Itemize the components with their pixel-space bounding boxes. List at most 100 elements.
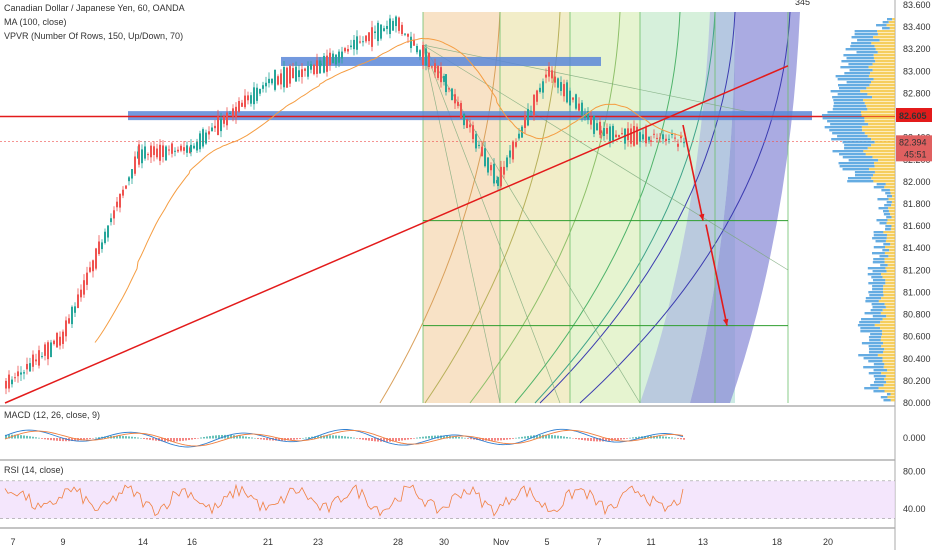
- candle-body: [380, 24, 382, 39]
- volume-bar-down: [861, 114, 895, 117]
- candle-body: [8, 374, 10, 389]
- macd-histogram-bar: [569, 437, 571, 439]
- volume-bar-up: [849, 69, 873, 72]
- volume-bar-down: [887, 219, 895, 222]
- candle-body: [119, 193, 121, 208]
- macd-histogram-bar: [95, 437, 97, 439]
- volume-bar-up: [842, 168, 870, 171]
- candle-body: [419, 50, 421, 57]
- candle-body: [68, 318, 70, 324]
- volume-bar-up: [863, 357, 883, 360]
- macd-histogram-bar: [347, 436, 349, 439]
- volume-bar-down: [875, 48, 895, 51]
- macd-histogram-bar: [374, 438, 376, 442]
- macd-histogram-bar: [530, 435, 532, 439]
- candle-body: [683, 142, 685, 144]
- candle-body: [32, 354, 34, 367]
- volume-bar-up: [833, 99, 864, 102]
- macd-histogram-bar: [236, 435, 238, 439]
- candle-body: [490, 165, 492, 171]
- macd-histogram-bar: [332, 435, 334, 439]
- volume-bar-up: [865, 300, 879, 303]
- candle-body: [636, 126, 638, 145]
- macd-histogram-bar: [503, 438, 505, 441]
- volume-bar-down: [883, 285, 895, 288]
- candle-body: [59, 336, 61, 346]
- volume-bar-up: [869, 348, 885, 351]
- volume-bar-down: [878, 387, 895, 390]
- candle-body: [174, 150, 176, 152]
- macd-histogram-bar: [443, 435, 445, 439]
- volume-bar-down: [885, 282, 895, 285]
- volume-bar-down: [868, 123, 895, 126]
- volume-bar-up: [843, 54, 874, 57]
- candle-body: [612, 125, 614, 141]
- price-tick-label: 81.200: [903, 265, 931, 275]
- macd-histogram-bar: [560, 436, 562, 439]
- volume-bar-up: [879, 222, 887, 225]
- price-tick-label: 83.400: [903, 22, 931, 32]
- macd-tick-label: 0.000: [903, 433, 926, 443]
- legend-ma[interactable]: MA (100, close): [4, 17, 67, 27]
- legend-symbol[interactable]: Canadian Dollar / Japanese Yen, 60, OAND…: [4, 3, 185, 13]
- macd-histogram-bar: [638, 436, 640, 439]
- volume-bar-up: [842, 141, 875, 144]
- candle-body: [603, 128, 605, 137]
- volume-bar-up: [873, 231, 884, 234]
- candle-body: [193, 145, 195, 149]
- candle-body: [425, 48, 427, 66]
- volume-bar-up: [844, 144, 872, 147]
- volume-bar-down: [888, 255, 895, 258]
- macd-histogram-bar: [44, 438, 46, 440]
- candle-body: [401, 24, 403, 34]
- volume-bar-down: [873, 180, 895, 183]
- candle-body: [478, 144, 480, 146]
- macd-histogram-bar: [269, 438, 271, 441]
- macd-histogram-bar: [635, 436, 637, 439]
- candle-body: [262, 85, 264, 89]
- candle-body: [500, 166, 502, 187]
- volume-bar-up: [868, 351, 884, 354]
- candle-body: [131, 169, 133, 179]
- candle-body: [292, 68, 294, 79]
- macd-histogram-bar: [245, 436, 247, 439]
- candle-body: [466, 119, 468, 129]
- candle-body: [587, 111, 589, 120]
- volume-bar-up: [880, 396, 888, 399]
- candle-body: [220, 118, 222, 132]
- volume-bar-up: [868, 372, 882, 375]
- volume-bar-up: [868, 282, 886, 285]
- macd-histogram-bar: [644, 436, 646, 439]
- macd-histogram-bar: [38, 437, 40, 439]
- candle-body: [599, 121, 601, 135]
- candle-body: [545, 74, 547, 78]
- macd-histogram-bar: [575, 438, 577, 440]
- volume-bar-down: [883, 384, 895, 387]
- macd-histogram-bar: [5, 434, 7, 439]
- macd-histogram-bar: [365, 438, 367, 441]
- ma-line: [94, 37, 684, 343]
- candle-body: [497, 177, 499, 187]
- macd-histogram-bar: [554, 435, 556, 439]
- volume-bar-up: [870, 384, 884, 387]
- volume-bar-down: [891, 225, 895, 228]
- volume-bar-up: [860, 330, 883, 333]
- candle-body: [557, 78, 559, 88]
- macd-histogram-bar: [479, 438, 481, 441]
- volume-bar-up: [824, 126, 862, 129]
- candle-body: [648, 136, 650, 141]
- volume-bar-up: [873, 375, 886, 378]
- candle-body: [304, 68, 306, 71]
- volume-bar-down: [875, 60, 895, 63]
- candle-body: [457, 101, 459, 106]
- legend-vpvr[interactable]: VPVR (Number Of Rows, 150, Up/Down, 70): [4, 31, 184, 41]
- candle-body: [621, 133, 623, 135]
- volume-bar-down: [874, 45, 895, 48]
- macd-histogram-bar: [617, 438, 619, 441]
- volume-bar-down: [890, 213, 895, 216]
- candle-body: [454, 94, 456, 104]
- candle-body: [183, 147, 185, 151]
- macd-histogram-bar: [584, 438, 586, 441]
- macd-histogram-bar: [239, 435, 241, 439]
